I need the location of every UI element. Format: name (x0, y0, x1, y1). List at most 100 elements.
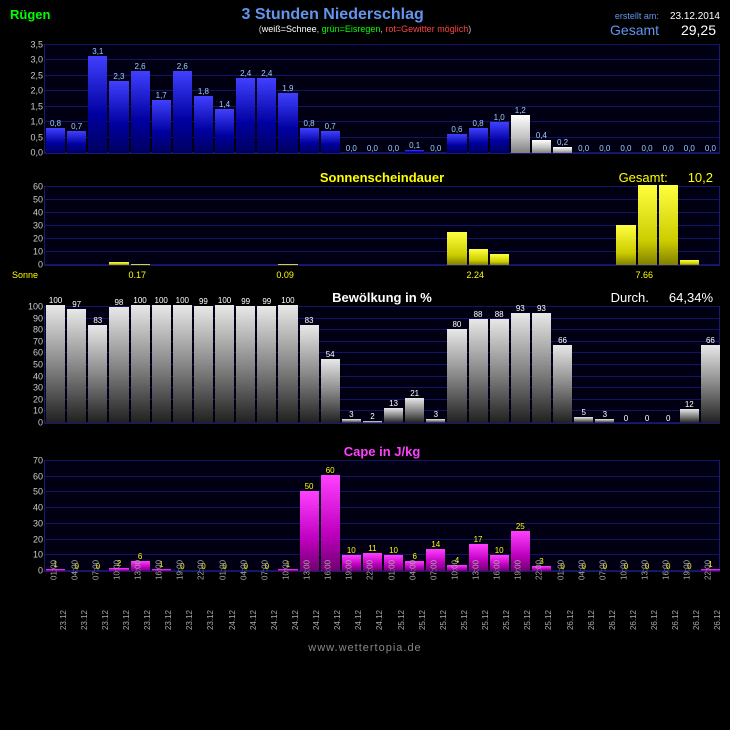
bar: 3 (595, 419, 614, 423)
bar: 100 (131, 305, 150, 423)
xtick-date: 24.12 (354, 610, 364, 630)
bar: 98 (109, 307, 128, 423)
xtick-date: 23.12 (101, 610, 111, 630)
bar-value: 0,0 (367, 144, 378, 153)
xtick-time: 07:00 (598, 560, 608, 580)
bar-value: 21 (410, 389, 419, 398)
bar: 88 (469, 319, 488, 423)
xtick-time: 16:00 (324, 560, 334, 580)
xtick-date: 26.12 (608, 610, 618, 630)
bar-value: 54 (326, 350, 335, 359)
xtick-date: 26.12 (671, 610, 681, 630)
bar-value: 11 (368, 544, 376, 553)
bar-value: 0 (666, 414, 670, 423)
bar-value: 93 (537, 304, 546, 313)
bar-value: 66 (706, 336, 715, 345)
bar: 66 (701, 345, 720, 423)
bar-value: 1,4 (219, 100, 230, 109)
bar: 99 (236, 306, 255, 423)
bar-value: 98 (114, 298, 123, 307)
bar-value: 0,1 (409, 141, 420, 150)
bar: 2 (363, 421, 382, 423)
bar-value: 93 (516, 304, 525, 313)
xtick-date: 24.12 (249, 610, 259, 630)
xtick-date: 25.12 (523, 610, 533, 630)
bar-value: 3 (349, 410, 353, 419)
bar-value: 2,4 (240, 69, 251, 78)
bar-value: 88 (495, 310, 504, 319)
bar (278, 264, 297, 265)
xtick-date: 24.12 (270, 610, 280, 630)
bar-value: 10 (495, 546, 504, 555)
panel-summary: Gesamt:10,2 (619, 170, 713, 185)
xtick-time: 04:00 (239, 560, 249, 580)
bar: 1,9 (278, 93, 297, 153)
bar: 12 (680, 409, 699, 423)
xtick-time: 22:00 (197, 560, 207, 580)
panel-precip: 0,00,51,01,52,02,53,03,50,80,73,12,32,61… (44, 44, 720, 154)
xtick-date: 23.12 (80, 610, 90, 630)
bar-value: 80 (452, 320, 461, 329)
bar-value: 100 (49, 296, 62, 305)
bar-value: 0,0 (388, 144, 399, 153)
bar-value: 5 (581, 408, 585, 417)
bar: 0,1 (405, 150, 424, 153)
bar-value: 0,0 (663, 144, 674, 153)
bar: 100 (152, 305, 171, 423)
bar: 2,6 (131, 71, 150, 153)
xtick-date: 26.12 (629, 610, 639, 630)
sun-daily-row: Sonne0.170.092.247.66 (44, 270, 720, 282)
bar-value: 2,3 (113, 72, 124, 81)
bar (616, 225, 635, 265)
xtick-time: 19:00 (683, 560, 693, 580)
bar: 1,0 (490, 122, 509, 153)
bar: 60 (321, 475, 340, 571)
bar-value: 99 (199, 297, 208, 306)
xtick-time: 07:00 (91, 560, 101, 580)
bar: 2,6 (173, 71, 192, 153)
xtick-time: 16:00 (155, 560, 165, 580)
xtick-time: 10:00 (281, 560, 291, 580)
xtick-date: 25.12 (481, 610, 491, 630)
bar: 0,8 (469, 128, 488, 153)
bar-value: 0,0 (620, 144, 631, 153)
bar-value: 1,9 (282, 84, 293, 93)
xtick-date: 23.12 (164, 610, 174, 630)
bar-value: 83 (305, 316, 314, 325)
bar-value: 100 (281, 296, 294, 305)
xtick-time: 10:00 (112, 560, 122, 580)
xtick-date: 25.12 (418, 610, 428, 630)
bar-value: 10 (389, 546, 398, 555)
bar: 0,7 (67, 131, 86, 153)
bar-value: 0,8 (473, 119, 484, 128)
xtick-time: 22:00 (366, 560, 376, 580)
bar-value: 0 (645, 414, 649, 423)
bar: 5 (574, 417, 593, 423)
xtick-time: 01:00 (556, 560, 566, 580)
bar-value: 97 (72, 300, 81, 309)
bar: 54 (321, 359, 340, 423)
bar-value: 0,6 (451, 125, 462, 134)
xtick-time: 10:00 (619, 560, 629, 580)
bar-value: 0,2 (557, 138, 568, 147)
bar: 66 (553, 345, 572, 423)
bar: 2,3 (109, 81, 128, 153)
bar-value: 83 (93, 316, 102, 325)
bar-value: 14 (431, 540, 440, 549)
bar: 1,8 (194, 96, 213, 153)
panel-sun: SonnenscheindauerGesamt:10,2010203040506… (44, 186, 720, 266)
bar-value: 0,0 (599, 144, 610, 153)
bar-value: 0,0 (642, 144, 653, 153)
bar: 3 (426, 419, 445, 423)
xtick-date: 24.12 (228, 610, 238, 630)
bar: 100 (215, 305, 234, 423)
x-axis: 01:0023.1204:0023.1207:0023.1210:0023.12… (44, 580, 720, 640)
xtick-date: 26.12 (650, 610, 660, 630)
bar-value: 25 (516, 522, 525, 531)
bar-value: 3 (603, 410, 607, 419)
bar: 1,4 (215, 109, 234, 153)
bar: 100 (278, 305, 297, 423)
panel-title: Cape in J/kg (45, 444, 719, 459)
bar: 2,4 (257, 78, 276, 153)
bar-value: 88 (474, 310, 483, 319)
